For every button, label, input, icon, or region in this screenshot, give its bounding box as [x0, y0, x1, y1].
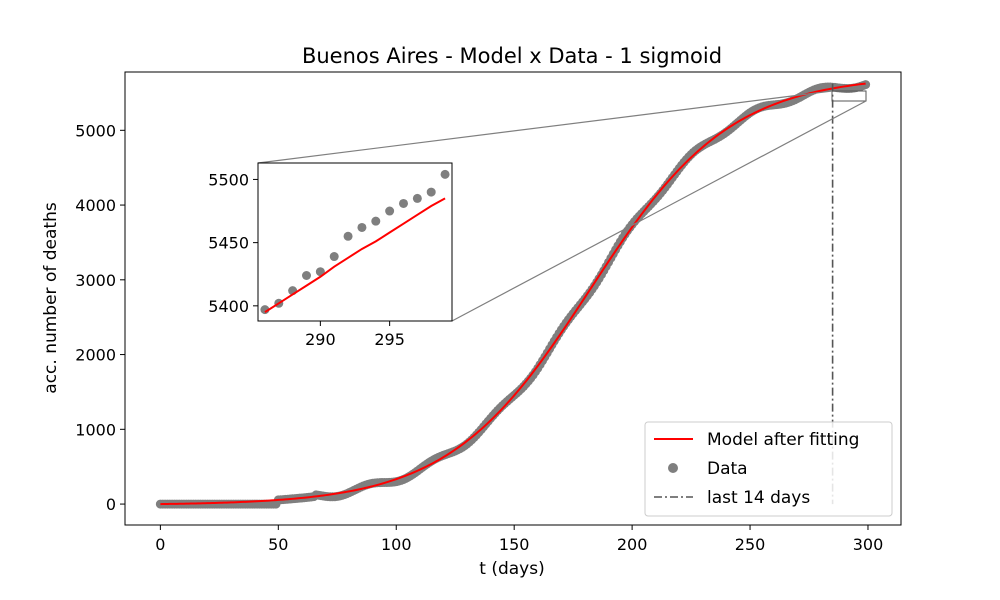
- inset-data-point: [329, 252, 339, 262]
- x-tick-label: 200: [617, 535, 648, 554]
- zoom-connector-top: [257, 90, 833, 164]
- inset-data-point: [426, 187, 436, 197]
- x-tick-label: 300: [853, 535, 884, 554]
- inset-data-point: [440, 169, 450, 179]
- x-tick-label: 250: [735, 535, 766, 554]
- inset-data-point: [302, 271, 311, 280]
- inset-data-point: [343, 231, 353, 241]
- data-point: [861, 80, 871, 90]
- inset-data-point: [357, 222, 367, 232]
- legend-data-label: Data: [707, 459, 748, 479]
- y-tick-label: 4000: [75, 196, 116, 215]
- zoom-region-box: [831, 90, 867, 102]
- x-tick-label: 0: [155, 535, 165, 554]
- zoom-connector-bottom: [451, 100, 867, 322]
- inset-y-tick-label: 5500: [208, 170, 249, 189]
- x-tick-label: 150: [499, 535, 530, 554]
- model-line: [160, 82, 866, 506]
- x-axis-label: t (days): [479, 559, 544, 579]
- x-tick-label: 100: [381, 535, 412, 554]
- y-axis-label: acc. number of deaths: [41, 202, 61, 394]
- y-tick-label: 3000: [75, 271, 116, 290]
- legend: Model after fitting Data last 14 days: [644, 421, 893, 517]
- main-plot-data: [155, 80, 871, 509]
- inset-data-point: [385, 206, 395, 216]
- y-tick-label: 2000: [75, 346, 116, 365]
- legend-box: [644, 421, 893, 517]
- inset-y-tick-label: 5450: [208, 234, 249, 253]
- inset-frame: [257, 162, 453, 322]
- y-tick-label: 1000: [75, 420, 116, 439]
- inset-data-point: [412, 193, 422, 203]
- legend-data-swatch: [668, 463, 678, 473]
- inset-y-tick-label: 5400: [208, 297, 249, 316]
- y-tick-label: 0: [106, 495, 116, 514]
- inset-axis-ticks: 290 295 5400 5450 5500: [208, 170, 405, 349]
- inset-plot-data: [260, 169, 450, 315]
- inset-x-tick-label: 290: [305, 330, 336, 349]
- legend-last14-label: last 14 days: [707, 488, 810, 508]
- y-tick-label: 5000: [75, 121, 116, 140]
- x-tick-label: 50: [268, 535, 288, 554]
- inset-background: [258, 163, 452, 321]
- legend-model-label: Model after fitting: [707, 430, 859, 450]
- main-plot-frame: [124, 71, 902, 526]
- inset-model-line: [264, 197, 446, 313]
- inset-x-tick-label: 295: [374, 330, 405, 349]
- chart-title: Buenos Aires - Model x Data - 1 sigmoid: [302, 44, 722, 68]
- inset-data-point: [399, 198, 408, 208]
- inset-data-point: [371, 216, 381, 226]
